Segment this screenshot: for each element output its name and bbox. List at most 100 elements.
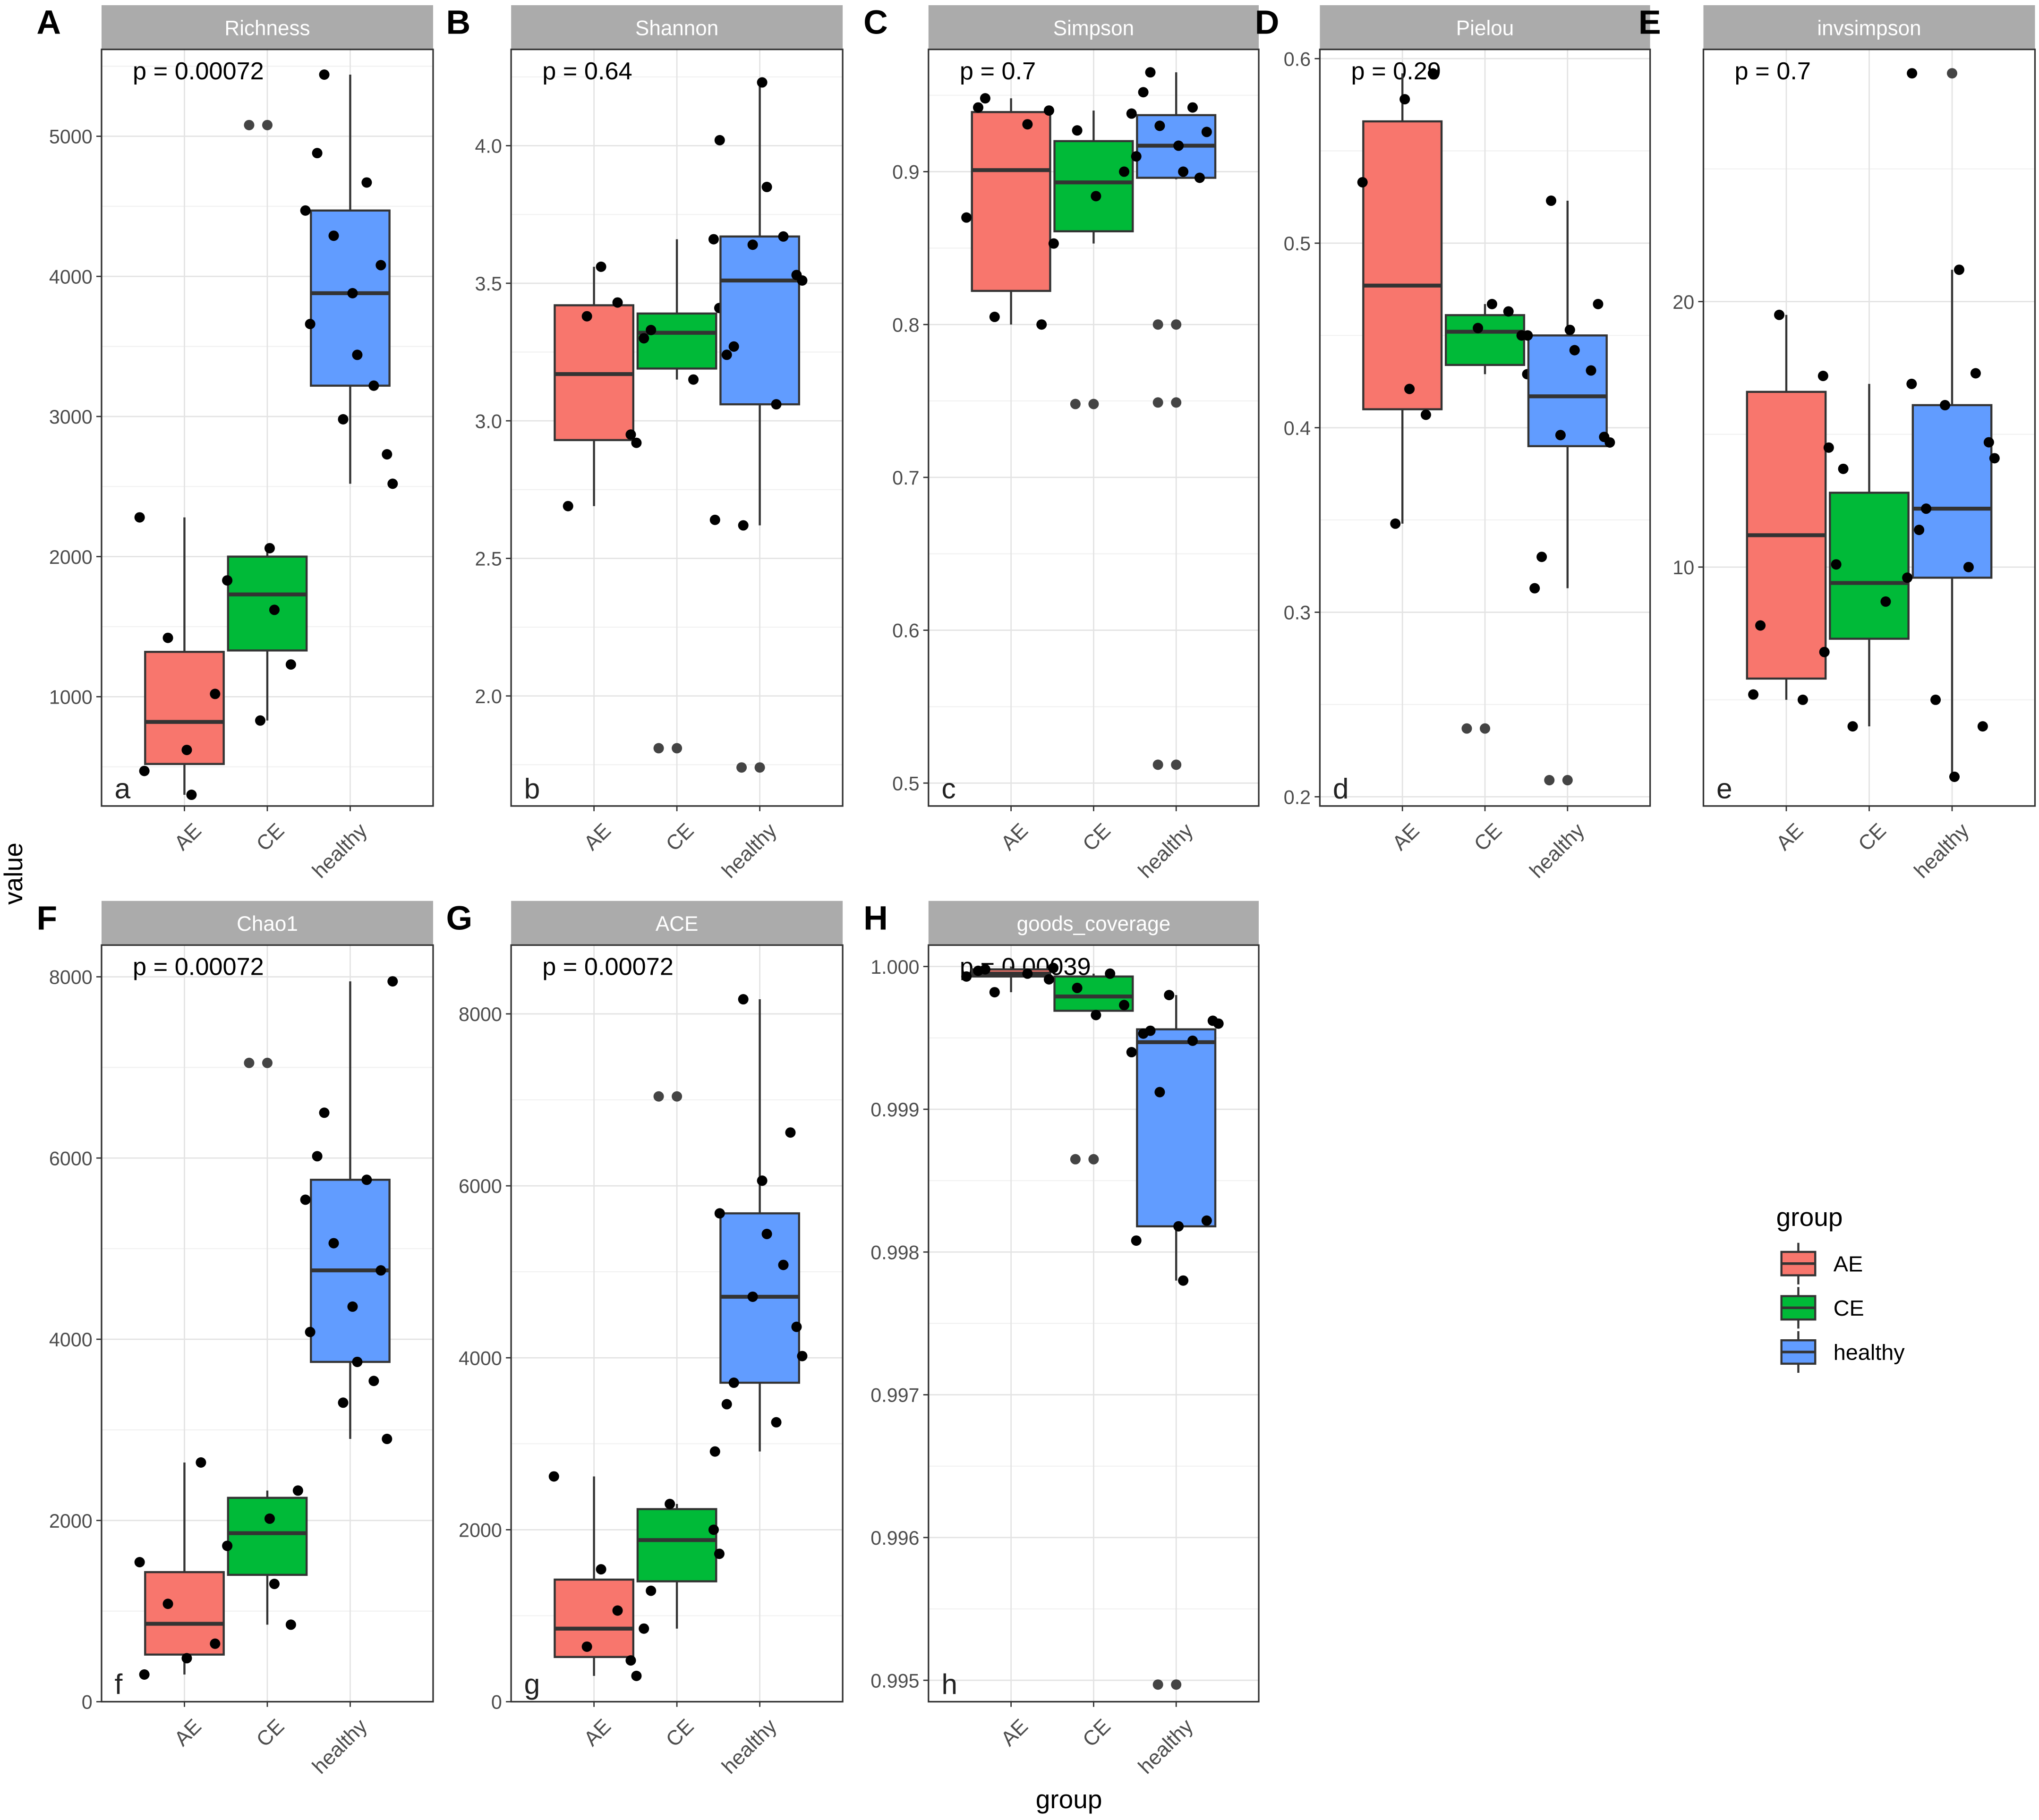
panel-pielou: Pielou 0.2 0.3 0.4 0.5 0.6 p = 0.29 d AE CE health… — [1255, 4, 1651, 883]
data-point — [791, 1321, 802, 1332]
data-point — [285, 659, 296, 670]
data-point — [1954, 264, 1964, 275]
y-tick-label: 0.997 — [870, 1385, 919, 1406]
data-point — [196, 1457, 206, 1468]
y-tick-label: 10 — [1672, 557, 1694, 578]
box-group-ae — [134, 1457, 225, 1680]
outlier-point — [262, 119, 273, 130]
data-point — [1847, 721, 1858, 732]
x-tick-label: CE — [1078, 1715, 1115, 1752]
data-point — [639, 333, 649, 344]
y-tick-label: 0 — [82, 1692, 93, 1713]
x-tick-label: CE — [662, 819, 699, 856]
outlier-point — [262, 1057, 273, 1068]
box-ce — [1053, 140, 1134, 232]
data-point — [1043, 974, 1054, 985]
y-tick-label: 4000 — [49, 266, 93, 288]
data-point — [688, 374, 699, 385]
data-point — [285, 1619, 296, 1630]
outlier-point — [1171, 1679, 1182, 1690]
data-point — [1072, 983, 1083, 994]
data-point — [328, 230, 339, 241]
panel-letter: A — [36, 4, 61, 42]
data-point — [646, 1585, 657, 1596]
y-tick-label: 0.995 — [870, 1670, 919, 1692]
data-point — [1486, 298, 1497, 309]
data-point — [1131, 151, 1142, 162]
data-point — [1963, 561, 1974, 572]
data-point — [721, 349, 732, 360]
box-group-healthy — [709, 77, 808, 773]
x-tick-label: healthy — [308, 1715, 372, 1778]
outlier-point — [653, 743, 664, 754]
y-tick-label: 0.5 — [1284, 233, 1311, 255]
box-group-ce — [636, 234, 725, 754]
corner-letter: h — [941, 1668, 957, 1700]
data-point — [1072, 125, 1083, 136]
data-point — [312, 1151, 323, 1162]
data-point — [1529, 583, 1540, 594]
y-tick-label: 0.6 — [1284, 48, 1311, 70]
panel-letter: B — [446, 4, 470, 42]
panel-letter: H — [863, 899, 888, 937]
box-ce — [227, 555, 308, 652]
legend-title: group — [1776, 1202, 1843, 1232]
y-tick-label: 6000 — [459, 1175, 502, 1197]
box-group-ae — [548, 1471, 642, 1681]
data-point — [714, 1548, 725, 1559]
data-point — [1797, 694, 1808, 705]
data-point — [761, 1229, 772, 1240]
y-tick-label: 3.5 — [475, 273, 502, 295]
legend-label: healthy — [1834, 1340, 1905, 1364]
data-point — [961, 212, 972, 223]
box-healthy — [1911, 404, 1993, 579]
x-tick-label: healthy — [717, 1715, 781, 1778]
outlier-point — [1152, 759, 1163, 770]
data-point — [1207, 1015, 1218, 1026]
data-point — [757, 1175, 768, 1186]
data-point — [708, 1524, 719, 1535]
panel-letter: C — [863, 4, 888, 42]
box-group-ce — [222, 1057, 308, 1630]
y-tick-label: 2.5 — [475, 548, 502, 570]
x-tick-label: CE — [1078, 819, 1115, 856]
data-point — [989, 312, 1000, 323]
strip-background — [928, 901, 1259, 945]
data-point — [1427, 68, 1438, 79]
corner-letter: e — [1716, 772, 1732, 804]
data-point — [625, 429, 636, 440]
box-group-healthy — [300, 69, 398, 489]
x-tick-label: AE — [170, 1715, 206, 1751]
box-group-ce — [1819, 378, 1917, 732]
box-group-ae — [961, 962, 1059, 998]
x-tick-label: CE — [252, 819, 289, 856]
y-tick-label: 0.6 — [892, 620, 919, 642]
data-point — [1178, 1275, 1189, 1286]
legend: group AE CE healthy — [1776, 1202, 1905, 1373]
data-point — [1119, 1000, 1130, 1011]
y-tick-label: 0.4 — [1284, 417, 1311, 439]
data-point — [1564, 324, 1575, 335]
data-point — [319, 69, 330, 80]
data-point — [1399, 94, 1410, 105]
panel-ace: ACE 0 2000 4000 6000 8000 p = 0.00072 g AE CE heal… — [446, 899, 844, 1778]
y-tick-label: 0.3 — [1284, 602, 1311, 624]
strip-background — [101, 5, 433, 50]
y-tick-label: 5000 — [49, 126, 93, 148]
strip-title: Simpson — [1053, 17, 1134, 40]
data-point — [1201, 1215, 1212, 1226]
data-point — [665, 1498, 675, 1509]
data-point — [709, 514, 720, 525]
p-value-label: p = 0.7 — [960, 58, 1036, 85]
box-group-ae — [961, 93, 1051, 330]
data-point — [721, 1399, 732, 1410]
corner-letter: c — [941, 772, 956, 804]
data-point — [162, 632, 173, 643]
data-point — [596, 1564, 606, 1575]
data-point — [761, 181, 772, 192]
panel-invsimpson: invsimpson 10 20 p = 0.7 e AE CE healthy E — [1638, 4, 2036, 883]
panel-letter: E — [1638, 4, 1661, 42]
data-point — [989, 987, 1000, 998]
data-point — [1586, 365, 1596, 376]
